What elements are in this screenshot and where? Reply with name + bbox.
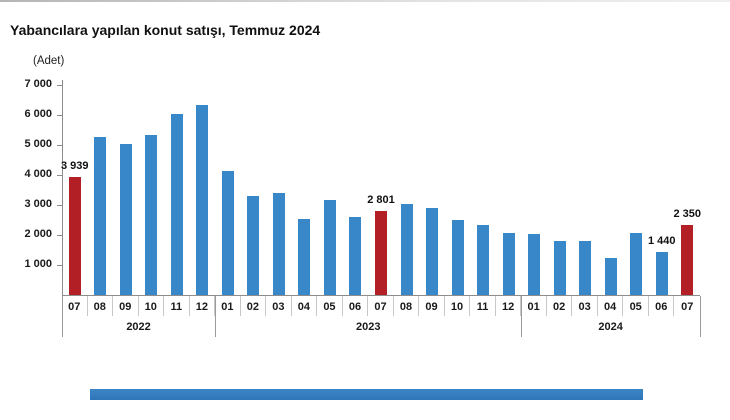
bar-2023-02 [247, 195, 260, 295]
bar-2022-12 [196, 104, 209, 295]
bar-2023-03 [272, 193, 285, 295]
year-label-2024: 2024 [598, 321, 623, 333]
bar-value-label: 1 440 [647, 234, 676, 247]
y-tick-mark [57, 175, 62, 176]
month-label-2022-10: 10 [139, 296, 165, 316]
month-label-2022-11: 11 [164, 296, 190, 316]
bar-2022-10 [145, 135, 158, 295]
bar-2023-11 [477, 224, 490, 295]
bar-2024-04 [604, 258, 617, 295]
x-axis: 07 08 09 10 11 12 01 02 03 04 05 06 07 08 09 10 11 12 01 02… [62, 295, 700, 317]
y-axis-line [62, 80, 63, 295]
bar-2024-03 [579, 241, 592, 295]
y-tick-label: 2 000 [24, 228, 52, 240]
window-top-edge [0, 0, 730, 2]
bar-value-label: 2 350 [673, 207, 701, 220]
bar-2022-07 [68, 176, 81, 295]
bar-2024-06 [655, 251, 668, 295]
bar-2023-07 [375, 210, 387, 295]
year-divider [700, 296, 701, 337]
year-divider [521, 296, 523, 337]
year-divider [62, 296, 63, 337]
y-tick-mark [57, 115, 62, 116]
month-label-2023-02: 02 [241, 296, 267, 316]
bar-2023-12 [502, 233, 515, 295]
month-label-2024-07: 07 [681, 301, 694, 313]
y-tick-label: 4 000 [24, 168, 52, 180]
y-tick-label: 3 000 [24, 198, 52, 210]
month-label-2023-12: 12 [496, 296, 522, 316]
bar-2022-11 [170, 114, 183, 295]
y-tick-mark [57, 235, 62, 236]
month-label-2023-09: 09 [419, 296, 445, 316]
month-label-2023-07: 07 [368, 296, 394, 316]
month-label-2023-04: 04 [292, 296, 318, 316]
y-tick-label: 5 000 [24, 138, 52, 150]
month-label-2022-09: 09 [113, 296, 139, 316]
month-label-2023-01: 01 [215, 296, 241, 316]
month-label-2023-11: 11 [470, 296, 496, 316]
month-label-2024-04: 04 [598, 296, 624, 316]
y-tick-mark [57, 205, 62, 206]
bar-2023-01 [221, 170, 234, 295]
bar-value-label: 2 801 [367, 193, 395, 206]
month-label-2024-05: 05 [623, 296, 649, 316]
y-tick-mark [57, 265, 62, 266]
y-tick-mark [57, 85, 62, 86]
bar-2023-10 [451, 220, 464, 295]
year-label-2022: 2022 [126, 321, 151, 333]
month-label-2024-06: 06 [649, 296, 675, 316]
month-label-2022-12: 12 [190, 296, 216, 316]
unit-label: (Adet) [33, 55, 65, 67]
bar-2022-08 [94, 136, 107, 295]
month-label-2023-05: 05 [317, 296, 343, 316]
month-label-2022-08: 08 [88, 296, 114, 316]
month-label-2023-10: 10 [445, 296, 471, 316]
bar-2024-07 [681, 224, 694, 295]
month-label-2024-01: 01 [521, 296, 547, 316]
bar-value-label: 3 939 [60, 159, 89, 172]
y-tick-label: 6 000 [24, 108, 52, 120]
footer-accent-bar [90, 389, 643, 400]
bar-2024-02 [553, 240, 566, 295]
bar-2023-04 [298, 219, 311, 295]
bar-2024-01 [528, 234, 541, 295]
bar-2023-05 [323, 200, 336, 295]
bar-2023-09 [426, 208, 439, 295]
year-divider [215, 296, 217, 337]
bar-2023-08 [400, 204, 413, 295]
y-tick-mark [57, 145, 62, 146]
month-label-2024-03: 03 [572, 296, 598, 316]
y-tick-label: 1 000 [24, 258, 52, 270]
bar-2023-06 [349, 217, 362, 295]
chart-title: Yabancılara yapılan konut satışı, Temmuz… [10, 22, 321, 38]
bar-2022-09 [119, 143, 132, 295]
month-label-2023-03: 03 [266, 296, 292, 316]
month-label-2023-08: 08 [394, 296, 420, 316]
month-label-2024-02: 02 [547, 296, 573, 316]
bar-2024-05 [630, 233, 643, 295]
y-tick-label: 7 000 [24, 78, 52, 90]
month-label-2022-07: 07 [62, 296, 88, 316]
month-label-2023-06: 06 [343, 296, 369, 316]
year-label-2023: 2023 [355, 321, 381, 333]
